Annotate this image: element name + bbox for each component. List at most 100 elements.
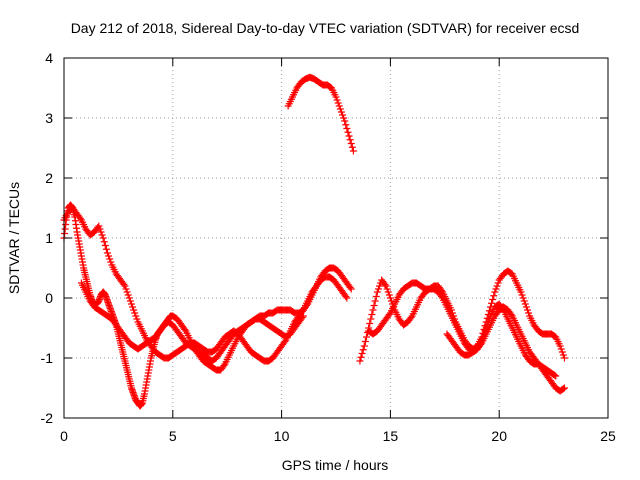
grid-lines	[64, 58, 608, 418]
y-tick-label: 2	[45, 170, 53, 186]
data-point	[346, 136, 354, 144]
data-point	[97, 228, 105, 236]
data-point	[342, 293, 350, 300]
data-point	[559, 385, 567, 393]
data-point	[345, 132, 353, 140]
data-point	[450, 312, 458, 320]
data-point	[383, 285, 391, 293]
data-point	[347, 285, 355, 293]
data-point	[407, 314, 415, 321]
data-point	[76, 215, 84, 222]
data-point	[347, 140, 355, 147]
data-point	[368, 311, 376, 318]
y-tick-label: 4	[45, 50, 53, 66]
data-point	[107, 258, 115, 266]
data-point	[483, 321, 491, 329]
data-point	[551, 371, 559, 379]
y-tick-label: 0	[45, 290, 53, 306]
data-point	[361, 338, 369, 345]
data-point	[382, 282, 390, 290]
data-point	[348, 143, 356, 151]
data-point	[479, 333, 487, 341]
data-point	[558, 348, 566, 356]
data-point	[333, 96, 341, 104]
data-point	[384, 288, 392, 296]
data-point	[95, 222, 103, 230]
data-point	[298, 314, 306, 321]
data-point	[342, 121, 350, 129]
data-point	[343, 125, 351, 132]
x-tick-label: 25	[600, 428, 616, 444]
data-point	[556, 342, 564, 350]
data-point	[372, 293, 380, 300]
data-point	[520, 297, 528, 305]
y-tick-label: -2	[41, 410, 54, 426]
data-point	[359, 346, 367, 354]
data-point	[106, 255, 114, 263]
data-point	[369, 306, 377, 314]
data-point	[220, 362, 228, 369]
data-point	[485, 315, 493, 323]
data-point	[357, 353, 365, 361]
data-point	[518, 291, 526, 299]
data-point	[370, 302, 378, 309]
data-point	[386, 294, 394, 302]
data-point	[552, 372, 560, 380]
y-tick-label: 3	[45, 110, 53, 126]
data-point	[341, 117, 349, 125]
data-point	[133, 315, 141, 323]
y-tick-label: -1	[41, 350, 54, 366]
x-axis-label: GPS time / hours	[282, 457, 389, 473]
data-point	[105, 252, 113, 260]
x-tick-label: 20	[491, 428, 507, 444]
data-point	[494, 279, 502, 287]
data-point	[557, 345, 565, 353]
data-points	[60, 73, 568, 410]
data-point	[522, 303, 530, 311]
data-point	[447, 306, 455, 314]
y-axis-label: SDTVAR / TECUs	[6, 182, 22, 294]
x-tick-label: 10	[274, 428, 290, 444]
data-point	[356, 357, 364, 365]
data-point	[360, 342, 368, 350]
data-point	[346, 284, 354, 291]
series-track-f	[365, 267, 568, 362]
data-point	[132, 312, 140, 320]
data-point	[519, 294, 527, 302]
data-point	[131, 309, 139, 317]
data-point	[373, 288, 381, 296]
data-point	[100, 238, 108, 246]
data-point	[517, 288, 525, 296]
data-point	[358, 350, 366, 357]
series-track-b	[60, 204, 351, 365]
data-point	[127, 300, 135, 308]
data-point	[130, 306, 138, 314]
data-point	[492, 285, 500, 293]
data-point	[366, 320, 374, 327]
data-point	[451, 315, 459, 323]
data-point	[334, 99, 342, 107]
x-tick-label: 15	[383, 428, 399, 444]
data-point	[123, 288, 131, 296]
data-point	[124, 291, 132, 299]
data-point	[488, 299, 496, 307]
data-point	[387, 297, 395, 305]
data-point	[129, 303, 137, 311]
data-point	[560, 384, 568, 392]
data-point	[480, 330, 488, 338]
data-point	[560, 354, 568, 362]
series-track-g	[443, 300, 560, 380]
data-point	[491, 288, 499, 296]
data-point	[385, 291, 393, 299]
data-point	[523, 306, 531, 314]
series-track-c	[77, 279, 307, 365]
data-point	[104, 249, 112, 257]
data-point	[298, 308, 306, 315]
data-point	[478, 336, 486, 344]
data-point	[367, 315, 375, 323]
data-point	[340, 114, 348, 122]
data-point	[381, 281, 389, 288]
data-point	[493, 282, 501, 290]
data-point	[438, 287, 446, 294]
